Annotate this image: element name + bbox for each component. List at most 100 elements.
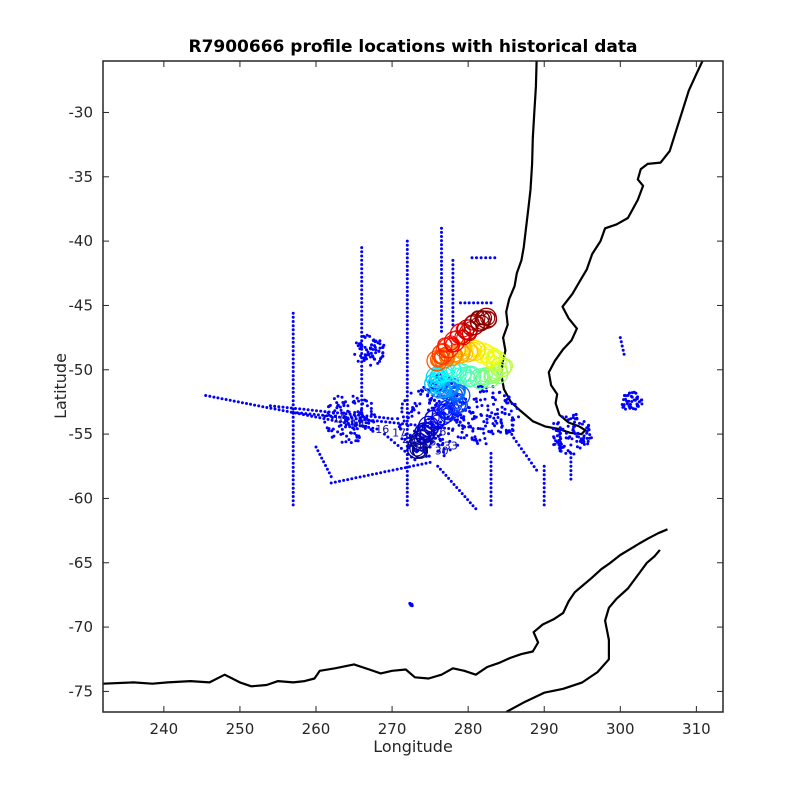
x-axis-label: Longitude: [373, 737, 453, 756]
historical-point: [566, 436, 570, 440]
historical-point: [285, 406, 289, 410]
historical-point: [443, 426, 446, 430]
historical-point: [439, 420, 442, 424]
historical-point: [479, 427, 482, 431]
historical-point: [462, 436, 466, 440]
historical-point: [456, 443, 460, 447]
historical-point: [561, 427, 565, 431]
historical-point: [336, 394, 340, 398]
historical-point: [291, 345, 295, 348]
historical-point: [491, 395, 494, 399]
historical-point: [582, 420, 586, 423]
historical-point: [455, 486, 459, 489]
chart-title: R7900666 profile locations with historic…: [188, 37, 637, 57]
float-profile-marker: [488, 366, 504, 382]
historical-point: [360, 412, 364, 416]
historical-point: [405, 457, 409, 461]
historical-point: [332, 397, 336, 401]
historical-point: [530, 461, 533, 465]
historical-point: [514, 440, 518, 443]
historical-point: [360, 254, 364, 258]
historical-point: [542, 464, 546, 468]
historical-point: [403, 466, 407, 470]
historical-point: [329, 481, 333, 485]
historical-point: [410, 414, 414, 418]
historical-point: [455, 420, 459, 424]
historical-point: [291, 445, 295, 448]
historical-point: [291, 482, 295, 486]
historical-point: [440, 300, 443, 304]
historical-point: [357, 413, 361, 417]
float-profile-marker: [412, 443, 429, 459]
historical-point: [291, 478, 295, 482]
historical-point: [405, 394, 409, 398]
historical-point: [353, 411, 357, 414]
historical-point: [367, 425, 371, 429]
historical-point: [365, 404, 369, 408]
historical-point: [396, 421, 400, 425]
historical-point: [208, 394, 212, 398]
float-profile-marker: [474, 310, 490, 326]
historical-point: [381, 354, 385, 358]
historical-point: [360, 364, 364, 368]
historical-point: [512, 436, 516, 440]
historical-point: [564, 431, 568, 435]
historical-point: [379, 357, 382, 361]
historical-point: [489, 481, 493, 485]
historical-point: [360, 305, 364, 309]
historical-point: [456, 418, 459, 422]
historical-point: [489, 301, 493, 305]
historical-point: [440, 230, 443, 234]
historical-point: [409, 603, 413, 607]
historical-point: [396, 417, 400, 421]
historical-point: [353, 352, 357, 356]
historical-point: [372, 413, 376, 417]
historical-point: [441, 441, 445, 445]
historical-point: [400, 402, 404, 406]
historical-point: [350, 477, 354, 481]
historical-point: [482, 431, 486, 435]
historical-point: [291, 370, 295, 373]
historical-point: [451, 263, 455, 267]
historical-point: [378, 415, 381, 419]
historical-point: [622, 352, 626, 356]
historical-point: [322, 417, 326, 421]
historical-point: [291, 415, 295, 419]
historical-point: [360, 373, 364, 377]
historical-point: [440, 272, 443, 275]
historical-point: [405, 377, 409, 381]
historical-point: [350, 422, 354, 426]
historical-point: [406, 424, 410, 428]
historical-point: [330, 429, 334, 433]
historical-point: [408, 433, 412, 437]
historical-point: [415, 450, 419, 454]
historical-point: [503, 407, 507, 411]
historical-point: [360, 394, 364, 398]
historical-point: [291, 353, 295, 357]
historical-point: [291, 410, 295, 414]
historical-point: [371, 355, 375, 359]
historical-point: [586, 439, 590, 443]
historical-point: [527, 457, 531, 461]
historical-point: [253, 403, 257, 407]
historical-point: [340, 395, 344, 399]
historical-point: [285, 409, 289, 413]
float-profile-marker: [454, 344, 470, 360]
historical-point: [405, 277, 409, 281]
historical-point: [245, 402, 248, 405]
historical-point: [491, 422, 495, 426]
historical-point: [405, 382, 409, 385]
historical-point: [291, 378, 295, 382]
historical-point: [440, 321, 443, 325]
historical-point: [318, 416, 322, 420]
historical-point: [333, 480, 337, 484]
historical-point: [405, 252, 409, 256]
historical-point: [405, 302, 409, 306]
coastline-layer: [103, 61, 704, 712]
historical-point: [440, 325, 443, 329]
historical-point: [476, 301, 480, 305]
historical-point: [630, 391, 634, 395]
historical-point: [630, 395, 634, 399]
y-tick-label: -35: [69, 168, 94, 186]
historical-point: [327, 413, 331, 417]
